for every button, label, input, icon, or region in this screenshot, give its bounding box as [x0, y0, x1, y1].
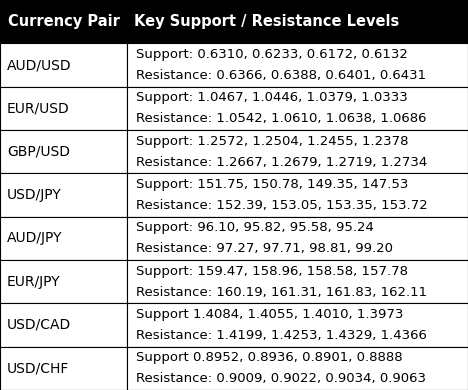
Bar — [0, 0, 468, 43]
Text: Support: 1.0467, 1.0446, 1.0379, 1.0333: Support: 1.0467, 1.0446, 1.0379, 1.0333 — [136, 91, 408, 105]
Text: Resistance: 160.19, 161.31, 161.83, 162.11: Resistance: 160.19, 161.31, 161.83, 162.… — [136, 285, 427, 299]
Bar — [127, 260, 468, 303]
Text: Resistance: 1.0542, 1.0610, 1.0638, 1.0686: Resistance: 1.0542, 1.0610, 1.0638, 1.06… — [136, 112, 426, 125]
Text: Support: 0.6310, 0.6233, 0.6172, 0.6132: Support: 0.6310, 0.6233, 0.6172, 0.6132 — [136, 48, 408, 61]
Bar — [127, 347, 468, 390]
Text: USD/JPY: USD/JPY — [7, 188, 62, 202]
Bar — [0, 217, 127, 260]
Text: Resistance: 0.6366, 0.6388, 0.6401, 0.6431: Resistance: 0.6366, 0.6388, 0.6401, 0.64… — [136, 69, 426, 82]
Text: Support 1.4084, 1.4055, 1.4010, 1.3973: Support 1.4084, 1.4055, 1.4010, 1.3973 — [136, 308, 403, 321]
Text: EUR/JPY: EUR/JPY — [7, 275, 61, 289]
Bar — [127, 217, 468, 260]
Text: EUR/USD: EUR/USD — [7, 101, 70, 115]
Text: Currency Pair: Currency Pair — [7, 14, 120, 29]
Text: Key Support / Resistance Levels: Key Support / Resistance Levels — [134, 14, 400, 29]
Bar — [0, 260, 127, 303]
Bar — [127, 43, 468, 87]
Bar — [0, 173, 127, 217]
Text: USD/CHF: USD/CHF — [7, 361, 69, 375]
Text: Support: 151.75, 150.78, 149.35, 147.53: Support: 151.75, 150.78, 149.35, 147.53 — [136, 178, 408, 191]
Bar — [0, 43, 127, 87]
Text: Resistance: 1.2667, 1.2679, 1.2719, 1.2734: Resistance: 1.2667, 1.2679, 1.2719, 1.27… — [136, 156, 427, 168]
Bar — [0, 0, 468, 43]
Bar — [127, 303, 468, 347]
Text: Support 0.8952, 0.8936, 0.8901, 0.8888: Support 0.8952, 0.8936, 0.8901, 0.8888 — [136, 351, 402, 364]
Bar — [127, 130, 468, 173]
Text: AUD/USD: AUD/USD — [7, 58, 72, 72]
Text: Support: 96.10, 95.82, 95.58, 95.24: Support: 96.10, 95.82, 95.58, 95.24 — [136, 222, 373, 234]
Text: Resistance: 0.9009, 0.9022, 0.9034, 0.9063: Resistance: 0.9009, 0.9022, 0.9034, 0.90… — [136, 372, 426, 385]
Bar — [0, 303, 127, 347]
Text: Resistance: 97.27, 97.71, 98.81, 99.20: Resistance: 97.27, 97.71, 98.81, 99.20 — [136, 242, 393, 255]
Bar — [127, 87, 468, 130]
Text: Resistance: 1.4199, 1.4253, 1.4329, 1.4366: Resistance: 1.4199, 1.4253, 1.4329, 1.43… — [136, 329, 427, 342]
Text: USD/CAD: USD/CAD — [7, 318, 71, 332]
Text: GBP/USD: GBP/USD — [7, 145, 70, 159]
Bar — [0, 347, 127, 390]
Bar — [0, 130, 127, 173]
Text: Support: 1.2572, 1.2504, 1.2455, 1.2378: Support: 1.2572, 1.2504, 1.2455, 1.2378 — [136, 135, 408, 148]
Text: Support: 159.47, 158.96, 158.58, 157.78: Support: 159.47, 158.96, 158.58, 157.78 — [136, 265, 408, 278]
Text: Resistance: 152.39, 153.05, 153.35, 153.72: Resistance: 152.39, 153.05, 153.35, 153.… — [136, 199, 427, 212]
Bar — [0, 87, 127, 130]
Text: AUD/JPY: AUD/JPY — [7, 231, 63, 245]
Bar — [127, 173, 468, 217]
